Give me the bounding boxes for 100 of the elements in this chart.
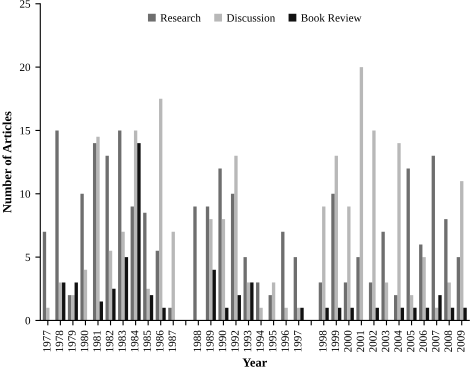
bar [381, 232, 385, 320]
x-tick-label: 1999 [332, 330, 340, 352]
bar [243, 257, 247, 320]
bar [297, 308, 300, 320]
bar [419, 244, 422, 320]
bar [146, 288, 150, 320]
bar [347, 206, 351, 320]
bar [137, 143, 141, 320]
legend-label: Research [160, 14, 201, 22]
x-tick-label: 1981 [93, 330, 101, 352]
bar [338, 308, 342, 320]
bar [143, 212, 146, 320]
bar [58, 282, 62, 320]
x-tick-label: 1985 [143, 330, 151, 352]
bar [334, 156, 338, 320]
bar [168, 308, 172, 320]
bar [281, 232, 284, 320]
bar [268, 295, 272, 320]
bar [156, 250, 160, 320]
bar [130, 206, 134, 320]
bar [406, 168, 410, 320]
x-tick-label: 2003 [382, 330, 390, 352]
bar [112, 288, 116, 320]
bar [272, 282, 276, 320]
x-tick-label: 1986 [156, 330, 164, 352]
x-tick-label: 1980 [80, 330, 88, 352]
x-tick-label: 1977 [43, 330, 51, 352]
bar [46, 308, 50, 320]
x-tick-label: 1982 [106, 330, 114, 352]
bar [172, 232, 175, 320]
bar [322, 206, 326, 320]
bar [256, 282, 260, 320]
bar [325, 308, 329, 320]
y-tick-label: 0 [25, 316, 30, 324]
x-tick-label: 1992 [231, 330, 239, 352]
bar [434, 308, 438, 320]
bar [448, 282, 451, 320]
bar [250, 282, 254, 320]
x-tick-label: 1990 [218, 330, 226, 352]
bar [225, 308, 228, 320]
x-tick-label: 1994 [256, 330, 264, 352]
bar [212, 270, 216, 320]
bar [124, 257, 128, 320]
bar [159, 98, 162, 320]
bar [238, 295, 241, 320]
x-tick-label: 1984 [130, 330, 138, 352]
x-tick-label: 2007 [432, 330, 440, 352]
x-tick-label: 2002 [369, 330, 377, 352]
x-tick-label: 1996 [281, 330, 289, 352]
bar [368, 282, 372, 320]
bar [394, 295, 398, 320]
bar [62, 282, 66, 320]
x-tick-label: 1993 [244, 330, 252, 352]
x-tick-label: 1998 [319, 330, 327, 352]
x-axis-title: Year [242, 358, 267, 367]
x-tick-label: 1997 [294, 330, 302, 352]
x-tick-label: 2004 [394, 330, 402, 352]
x-tick-label: 1989 [206, 330, 214, 352]
bar [230, 194, 234, 320]
y-axis-title: Number of Articles [2, 111, 12, 213]
bar [74, 282, 78, 320]
x-tick-label: 2005 [406, 330, 414, 352]
bar [360, 67, 364, 320]
x-tick-label: 1979 [68, 330, 76, 352]
bar [397, 143, 401, 320]
bar [100, 301, 104, 320]
bar [376, 308, 379, 320]
legend-label: Discussion [226, 14, 276, 22]
bar [463, 308, 467, 320]
x-tick-label: 1983 [118, 330, 126, 352]
bar [71, 295, 75, 320]
bar [118, 130, 122, 320]
x-tick-label: 2009 [457, 330, 465, 352]
bar [456, 257, 460, 320]
y-tick-label: 15 [20, 126, 30, 134]
bar [92, 143, 96, 320]
bar [350, 308, 354, 320]
x-tick-label: 1987 [168, 330, 176, 352]
y-tick-label: 5 [26, 254, 30, 262]
bar [432, 156, 435, 320]
x-tick-label: 2008 [444, 330, 452, 352]
bar [209, 219, 213, 320]
x-tick-label: 2006 [419, 330, 427, 352]
x-tick-label: 1988 [194, 330, 202, 352]
y-tick-label: 10 [20, 190, 30, 198]
y-tick-label: 20 [20, 64, 30, 72]
bar [106, 156, 109, 320]
x-tick-label: 2001 [356, 330, 364, 352]
bar [80, 194, 84, 320]
legend-label: Book Review [301, 14, 362, 22]
x-tick-label: 1995 [268, 330, 276, 352]
bar [318, 282, 322, 320]
x-tick-label: 2000 [344, 330, 352, 352]
x-tick-label: 1978 [56, 330, 64, 352]
bar [222, 219, 226, 320]
bar [422, 257, 426, 320]
bar [413, 308, 417, 320]
bar [444, 219, 448, 320]
bar [460, 181, 464, 320]
bar [134, 130, 138, 320]
